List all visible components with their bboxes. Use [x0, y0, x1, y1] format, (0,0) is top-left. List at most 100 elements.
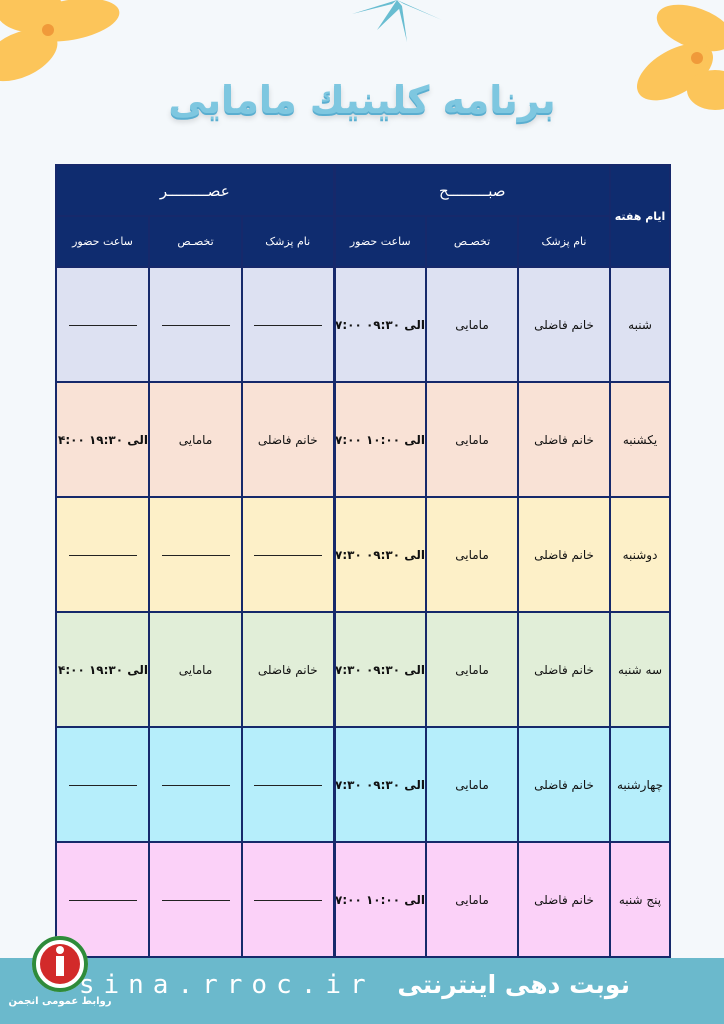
evening-time-cell: [54, 266, 151, 383]
flower-decoration-right: [637, 4, 724, 110]
morning-time-cell: ۰۷:۳۰ الی ۰۹:۳۰: [332, 496, 428, 613]
morning-specialty-cell: مامایی: [425, 611, 520, 728]
morning-specialty-cell: مامایی: [425, 841, 520, 958]
morning-time-header: ساعت حضور: [332, 215, 428, 268]
evening-specialty-cell: [148, 266, 244, 383]
table-row: یکشنبه خانم فاضلی مامایی ۰۷:۰۰ الی ۱۰:۰۰ خان…: [54, 381, 672, 498]
morning-specialty-cell-text: مامایی: [455, 892, 489, 907]
morning-time-cell: ۰۷:۳۰ الی ۰۹:۳۰: [332, 726, 428, 843]
day-column-header: ایام هفته: [609, 164, 672, 268]
day-cell-text: یکشنبه: [622, 432, 658, 447]
day-cell-text: شنبه: [628, 317, 652, 332]
evening-specialty-cell-text: مامایی: [178, 662, 213, 677]
morning-specialty-cell: مامایی: [425, 381, 520, 498]
morning-doctor-cell: خانم فاضلی: [517, 726, 612, 843]
empty-dash: [253, 899, 322, 901]
evening-specialty-cell: [148, 726, 244, 843]
morning-time-cell-text: ۰۷:۰۰ الی ۰۹:۳۰: [335, 317, 426, 332]
morning-doctor-cell-text: خانم فاضلی: [534, 317, 594, 332]
morning-specialty-header: تخصـص: [425, 215, 520, 268]
morning-header: صبـــــــــح: [332, 164, 612, 217]
day-cell: شنبه: [609, 266, 672, 383]
morning-doctor-cell: خانم فاضلی: [517, 266, 612, 383]
evening-specialty-cell: مامایی: [148, 611, 244, 728]
evening-doctor-cell: [241, 496, 336, 613]
day-cell: چهارشنبه: [609, 726, 672, 843]
empty-dash: [161, 784, 230, 786]
evening-doctor-cell: خانم فاضلی: [241, 611, 336, 728]
morning-specialty-cell-text: مامایی: [455, 317, 489, 332]
organization-logo-icon: [32, 936, 88, 992]
evening-time-cell-text: ۱۴:۰۰ الی ۱۹:۳۰: [58, 432, 149, 447]
empty-dash: [161, 899, 230, 901]
day-cell-text: پنج شنبه: [618, 892, 662, 907]
empty-dash: [161, 554, 230, 556]
morning-doctor-cell-text: خانم فاضلی: [534, 547, 594, 562]
empty-dash: [161, 324, 230, 326]
morning-doctor-cell: خانم فاضلی: [517, 381, 612, 498]
morning-specialty-cell-text: مامایی: [455, 547, 489, 562]
day-cell-text: چهارشنبه: [616, 777, 664, 792]
footer-site-link[interactable]: sina.rroc.ir: [78, 970, 375, 1000]
evening-doctor-cell: [241, 266, 336, 383]
morning-doctor-cell-text: خانم فاضلی: [534, 892, 594, 907]
footer-booking: نوبت دهی اینترنتی sina.rroc.ir: [79, 970, 630, 1000]
evening-time-cell: [54, 726, 151, 843]
evening-specialty-cell: [148, 841, 244, 958]
evening-specialty-header: تخصـص: [148, 215, 244, 268]
morning-specialty-cell-text: مامایی: [455, 777, 489, 792]
morning-specialty-cell: مامایی: [425, 726, 520, 843]
table-row: پنج شنبه خانم فاضلی مامایی ۰۷:۰۰ الی ۱۰:۰۰: [54, 841, 672, 958]
day-cell: پنج شنبه: [609, 841, 672, 958]
morning-time-cell-text: ۰۷:۳۰ الی ۰۹:۳۰: [335, 777, 426, 792]
evening-doctor-cell: خانم فاضلی: [241, 381, 336, 498]
empty-dash: [68, 899, 137, 901]
morning-time-cell-text: ۰۷:۰۰ الی ۱۰:۰۰: [335, 432, 426, 447]
evening-specialty-cell: مامایی: [148, 381, 244, 498]
flower-decoration-left: [0, 0, 120, 82]
evening-doctor-cell: [241, 726, 336, 843]
morning-time-cell-text: ۰۷:۳۰ الی ۰۹:۳۰: [335, 547, 426, 562]
table-row: سه شنبه خانم فاضلی مامایی ۰۷:۳۰ الی ۰۹:۳۰ خا…: [54, 611, 672, 728]
evening-time-header: ساعت حضور: [54, 215, 151, 268]
morning-doctor-cell: خانم فاضلی: [517, 841, 612, 958]
evening-header: عصـــــــــر: [54, 164, 336, 217]
empty-dash: [68, 324, 137, 326]
morning-doctor-cell-text: خانم فاضلی: [534, 662, 594, 677]
page-title: برنامه کلینیك مامایی: [168, 78, 556, 122]
evening-specialty-cell: [148, 496, 244, 613]
morning-time-cell-text: ۰۷:۳۰ الی ۰۹:۳۰: [335, 662, 426, 677]
morning-specialty-cell-text: مامایی: [455, 432, 489, 447]
empty-dash: [253, 784, 322, 786]
day-cell-text: دوشنبه: [622, 547, 658, 562]
table-row: چهارشنبه خانم فاضلی مامایی ۰۷:۳۰ الی ۰۹:۳۰: [54, 726, 672, 843]
evening-doctor-cell: [241, 841, 336, 958]
day-cell: دوشنبه: [609, 496, 672, 613]
empty-dash: [68, 784, 137, 786]
morning-time-cell-text: ۰۷:۰۰ الی ۱۰:۰۰: [335, 892, 426, 907]
logo-caption: روابط عمومی انجمن: [8, 996, 112, 1007]
day-cell: یکشنبه: [609, 381, 672, 498]
morning-specialty-cell-text: مامایی: [455, 662, 489, 677]
evening-time-cell: [54, 841, 151, 958]
morning-specialty-cell: مامایی: [425, 496, 520, 613]
empty-dash: [253, 554, 322, 556]
evening-doctor-cell-text: خانم فاضلی: [257, 432, 318, 447]
morning-doctor-cell: خانم فاضلی: [517, 496, 612, 613]
organization-logo: روابط عمومی انجمن: [4, 930, 116, 1024]
schedule-table: ایام هفته صبـــــــــح عصـــــــــر نام …: [54, 164, 672, 958]
morning-time-cell: ۰۷:۰۰ الی ۱۰:۰۰: [332, 841, 428, 958]
day-cell-text: سه شنبه: [617, 662, 663, 677]
morning-doctor-cell: خانم فاضلی: [517, 611, 612, 728]
empty-dash: [68, 554, 137, 556]
morning-time-cell: ۰۷:۰۰ الی ۱۰:۰۰: [332, 381, 428, 498]
morning-doctor-cell-text: خانم فاضلی: [534, 432, 594, 447]
evening-doctor-cell-text: خانم فاضلی: [257, 662, 318, 677]
morning-time-cell: ۰۷:۰۰ الی ۰۹:۳۰: [332, 266, 428, 383]
evening-time-cell-text: ۱۴:۰۰ الی ۱۹:۳۰: [58, 662, 149, 677]
palm-leaf-decoration: [352, 0, 442, 42]
morning-time-cell: ۰۷:۳۰ الی ۰۹:۳۰: [332, 611, 428, 728]
footer-booking-label: نوبت دهی اینترنتی: [397, 970, 630, 999]
evening-time-cell: ۱۴:۰۰ الی ۱۹:۳۰: [54, 611, 151, 728]
evening-doctor-header: نام پزشک: [241, 215, 336, 268]
